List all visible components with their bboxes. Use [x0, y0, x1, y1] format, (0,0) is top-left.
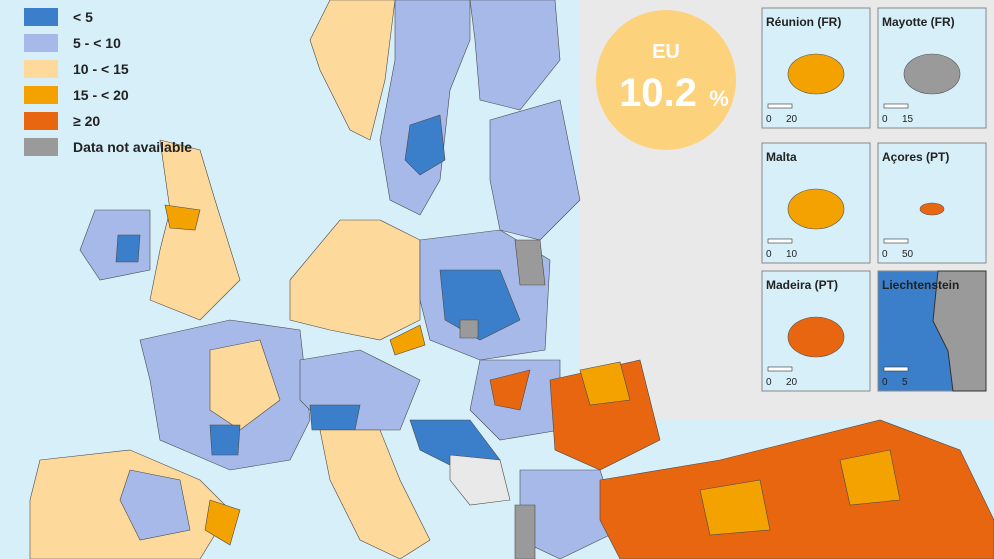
scale-bar — [767, 103, 793, 109]
scale-start: 0 — [882, 377, 888, 388]
scale-start: 0 — [766, 249, 772, 260]
scale-end: 15 — [902, 114, 914, 125]
insets: Réunion (FR) 0 20 Mayotte (FR) 0 15 Malta 0 10 Aç… — [761, 7, 987, 392]
scale-end: 20 — [786, 114, 798, 125]
scale-end: 5 — [902, 377, 908, 388]
scale-start: 0 — [882, 249, 888, 260]
inset-region — [787, 188, 845, 230]
scale-end: 20 — [786, 377, 798, 388]
legend-label: 15 - < 20 — [73, 87, 129, 103]
legend-label: Data not available — [73, 139, 192, 155]
inset-title: Réunion (FR) — [766, 15, 841, 29]
legend-swatch — [24, 60, 58, 78]
inset-region — [787, 316, 845, 358]
inset-region — [903, 53, 961, 95]
scale-end: 10 — [786, 249, 798, 260]
scale-bar — [883, 238, 909, 244]
scale-end: 50 — [902, 249, 914, 260]
legend-label: ≥ 20 — [73, 113, 100, 129]
eu-badge — [596, 10, 736, 150]
legend-label: 10 - < 15 — [73, 61, 129, 77]
regions — [29, 0, 994, 559]
eu-label: EU — [652, 41, 680, 63]
legend-swatch — [24, 86, 58, 104]
scale-start: 0 — [766, 377, 772, 388]
inset-region — [787, 53, 845, 95]
eu-value: 10.2 — [619, 71, 697, 115]
inset-region — [919, 202, 945, 216]
scale-start: 0 — [882, 114, 888, 125]
legend-swatch — [24, 8, 58, 26]
legend-label: < 5 — [73, 9, 93, 25]
scale-bar — [883, 366, 909, 372]
legend-label: 5 - < 10 — [73, 35, 121, 51]
eu-unit: % — [709, 86, 729, 111]
legend-swatch — [24, 112, 58, 130]
inset-title: Liechtenstein — [882, 278, 959, 292]
scale-bar — [767, 366, 793, 372]
scale-bar — [883, 103, 909, 109]
scale-bar — [767, 238, 793, 244]
inset-region — [932, 270, 987, 392]
inset-title: Açores (PT) — [882, 150, 949, 164]
legend: < 5 5 - < 10 10 - < 15 15 - < 20 ≥ 20 Data no… — [24, 8, 192, 156]
inset-title: Malta — [766, 150, 797, 164]
scale-start: 0 — [766, 114, 772, 125]
inset-title: Madeira (PT) — [766, 278, 838, 292]
legend-swatch — [24, 138, 58, 156]
legend-swatch — [24, 34, 58, 52]
inset-title: Mayotte (FR) — [882, 15, 955, 29]
